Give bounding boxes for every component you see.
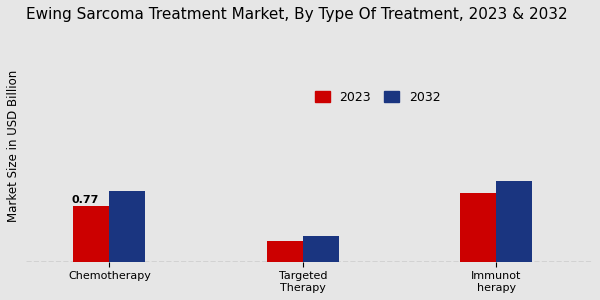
Text: Ewing Sarcoma Treatment Market, By Type Of Treatment, 2023 & 2032: Ewing Sarcoma Treatment Market, By Type … — [26, 7, 567, 22]
Bar — [496, 181, 532, 262]
Bar — [267, 242, 303, 262]
Bar — [303, 236, 339, 262]
Text: 0.77: 0.77 — [71, 194, 98, 205]
Bar — [73, 206, 109, 262]
Bar — [460, 193, 496, 262]
Bar — [109, 191, 145, 262]
Legend: 2023, 2032: 2023, 2032 — [311, 87, 444, 108]
Y-axis label: Market Size in USD Billion: Market Size in USD Billion — [7, 70, 20, 222]
